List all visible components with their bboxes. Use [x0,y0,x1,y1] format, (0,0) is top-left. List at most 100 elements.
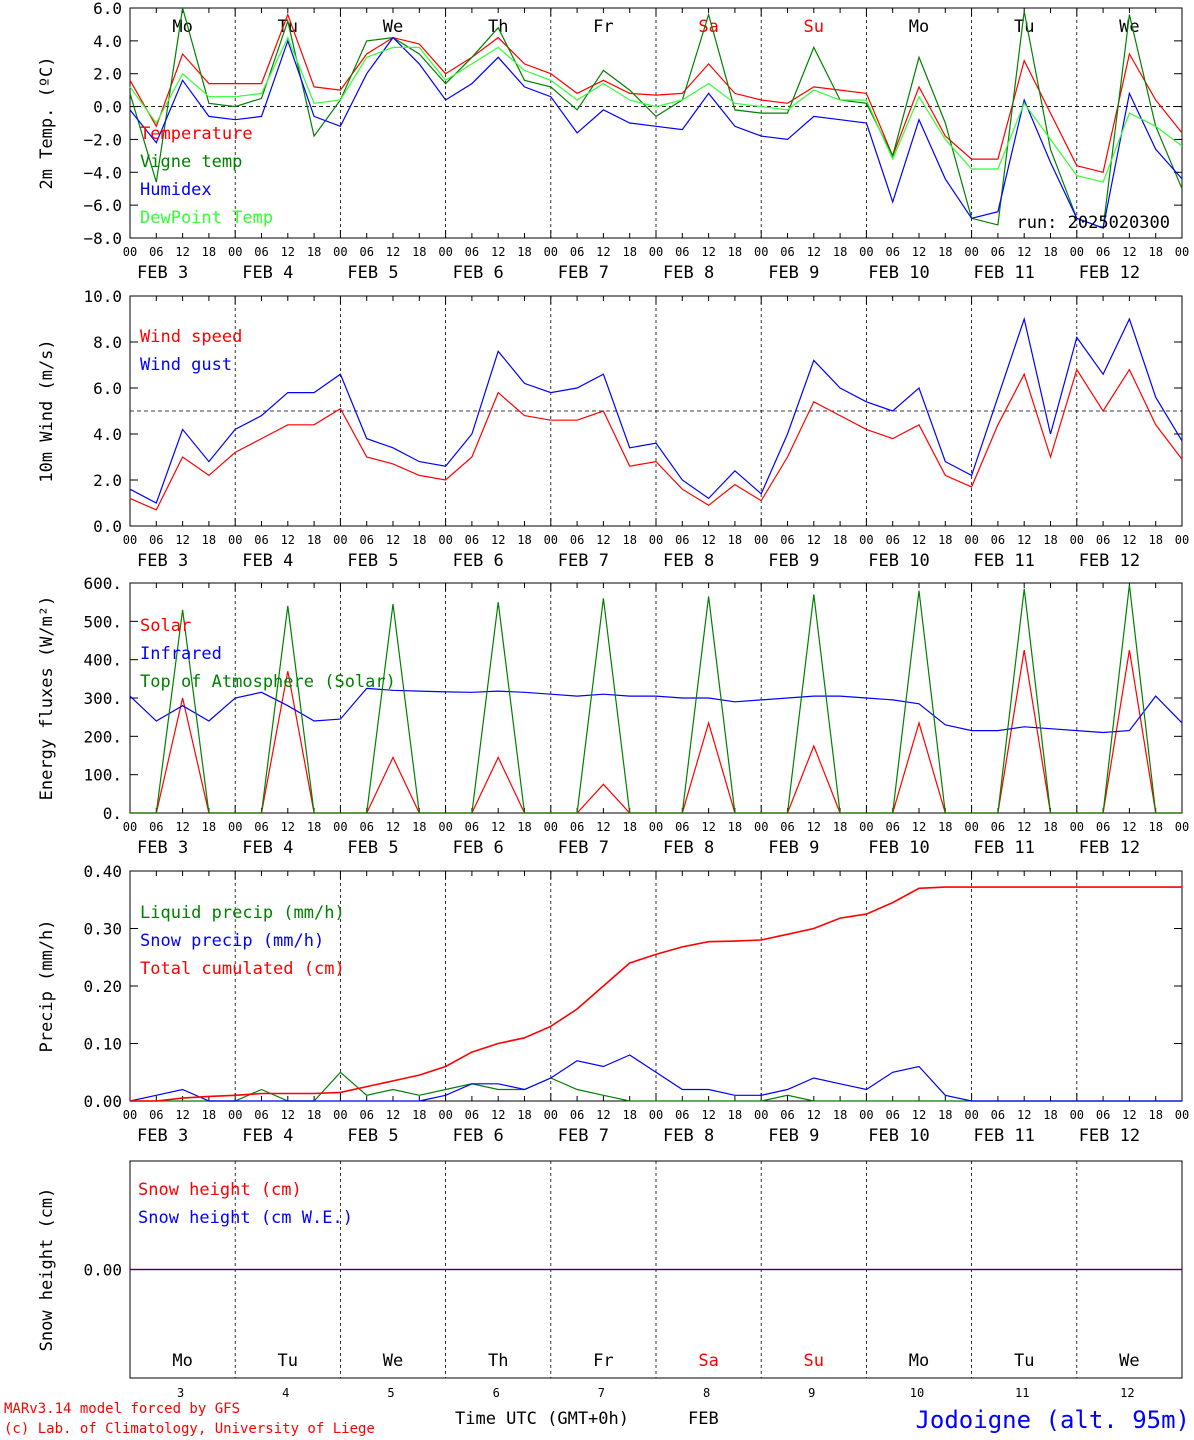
x-hour-label: 12 [912,1108,926,1122]
x-hour-label: 06 [149,1108,163,1122]
x-day-number: 7 [598,1386,605,1400]
weekday-label: Mo [172,17,192,37]
x-hour-label: 18 [202,245,216,259]
x-hour-label: 12 [701,245,715,259]
x-hour-label: 06 [149,820,163,834]
y-axis-label: Energy fluxes (W/m²) [37,596,57,801]
x-date-label: FEB 10 [868,838,929,858]
y-tick-label: 400. [83,651,122,670]
y-tick-label: 500. [83,612,122,631]
x-date-label: FEB 10 [868,263,929,283]
x-hour-label: 06 [465,1108,479,1122]
y-tick-label: −2.0 [83,130,122,149]
weekday-label: Tu [1014,1351,1034,1371]
series-line [130,584,1182,814]
x-date-label: FEB 7 [558,1126,609,1146]
x-hour-label: 06 [885,533,899,547]
y-tick-label: 4.0 [93,425,122,444]
x-hour-label: 06 [149,245,163,259]
x-hour-label: 12 [596,820,610,834]
x-hour-label: 00 [123,533,137,547]
x-hour-label: 12 [596,1108,610,1122]
x-hour-label: 12 [912,533,926,547]
x-hour-label: 00 [964,533,978,547]
x-hour-label: 00 [333,820,347,834]
x-date-label: FEB 11 [973,838,1034,858]
legend-entry: Snow precip (mm/h) [140,931,324,951]
x-day-number: 11 [1015,1386,1029,1400]
x-date-label: FEB 3 [137,551,188,571]
x-hour-label: 00 [333,1108,347,1122]
x-hour-label: 12 [491,245,505,259]
y-tick-label: 0. [103,804,122,823]
weekday-label: We [383,1351,403,1371]
x-hour-label: 18 [833,1108,847,1122]
x-hour-label: 18 [307,820,321,834]
panel-1: 6.0 4.0 2.0 0.0 −2.0 −4.0 −6.0 −8.0 2m Temp. (ºC… [37,0,1189,283]
x-date-label: FEB 8 [663,263,714,283]
x-day-number: 4 [282,1386,289,1400]
series-line [130,886,1182,1102]
x-hour-label: 12 [386,533,400,547]
series-line [129,7,1183,229]
x-hour-label: 18 [202,533,216,547]
x-hour-label: 06 [1096,533,1110,547]
weekday-label: We [1119,17,1139,37]
x-hour-label: 18 [728,820,742,834]
x-hour-label: 00 [754,245,768,259]
run-annotation: run: 2025020300 [1016,213,1170,233]
x-hour-label: 06 [780,533,794,547]
x-hour-label: 00 [333,245,347,259]
weekday-label: Tu [278,1351,298,1371]
x-hour-label: 00 [649,245,663,259]
y-tick-label: 0.00 [83,1092,122,1111]
x-hour-label: 18 [938,533,952,547]
x-hour-label: 06 [465,533,479,547]
x-day-number: 12 [1120,1386,1134,1400]
x-hour-label: 12 [281,245,295,259]
weekday-label: Sa [698,17,718,37]
x-hour-label: 00 [438,820,452,834]
x-hour-label: 12 [386,1108,400,1122]
x-hour-label: 00 [123,245,137,259]
x-hour-label: 18 [307,1108,321,1122]
legend-entry: Liquid precip (mm/h) [140,903,345,923]
y-tick-label: −8.0 [83,229,122,248]
legend-entry: Wind gust [140,355,232,375]
lab-credit: (c) Lab. of Climatology, University of L… [4,1421,375,1437]
x-date-label: FEB 4 [242,838,293,858]
x-date-label: FEB 8 [663,1126,714,1146]
series-line [129,368,1183,511]
x-date-label: FEB 12 [1079,1126,1140,1146]
x-hour-label: 06 [570,245,584,259]
x-hour-label: 18 [1148,245,1162,259]
x-day-number: 5 [387,1386,394,1400]
x-hour-label: 06 [570,820,584,834]
x-hour-label: 18 [517,820,531,834]
x-hour-label: 18 [728,1108,742,1122]
x-date-label: FEB 9 [768,838,819,858]
y-axis-label: 2m Temp. (ºC) [37,56,57,189]
x-hour-label: 00 [964,245,978,259]
x-hour-label: 06 [991,533,1005,547]
x-date-label: FEB 9 [768,263,819,283]
x-hour-label: 06 [254,245,268,259]
model-credit: MARv3.14 model forced by GFS [4,1401,240,1417]
x-hour-label: 06 [780,245,794,259]
x-hour-label: 12 [386,245,400,259]
x-hour-label: 12 [912,245,926,259]
series-line [129,316,1183,504]
x-hour-label: 00 [859,245,873,259]
x-date-label: FEB 6 [453,551,504,571]
x-day-number: 9 [808,1386,815,1400]
x-hour-label: 00 [649,1108,663,1122]
legend-entry: DewPoint Temp [140,208,273,228]
x-hour-label: 12 [807,533,821,547]
x-date-label: FEB 11 [973,551,1034,571]
x-hour-label: 18 [412,245,426,259]
weekday-label: We [1119,1351,1139,1371]
legend-entry: Humidex [140,180,212,200]
x-hour-label: 18 [622,1108,636,1122]
x-date-label: FEB 4 [242,1126,293,1146]
x-hour-label: 18 [833,820,847,834]
